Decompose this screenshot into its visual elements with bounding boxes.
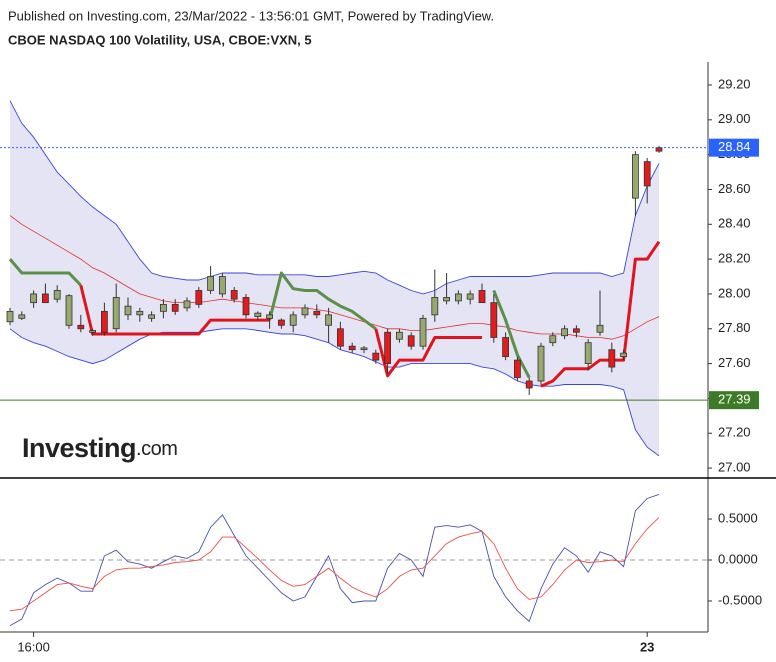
candle-body [159,303,167,312]
candle-body [18,314,26,319]
candle-body [655,147,663,152]
candle-body [561,328,568,337]
y-tick-label: 27.00 [718,460,751,475]
candle-body [195,290,203,305]
y-tick-label: 29.20 [718,76,751,91]
candle-body [584,342,592,364]
candle-body [643,161,651,187]
candle-body [77,324,85,330]
y-tick-label: 27.20 [718,425,751,440]
candle-body [395,331,403,340]
candle-body [466,293,474,300]
published-note: Published on Investing.com, 23/Mar/2022 … [8,8,494,23]
y-tick-label: 28.40 [718,216,751,231]
candle-body [89,330,96,333]
candle-body [608,349,616,368]
candle-body [419,317,427,347]
candle-body [348,345,356,351]
candle-body [502,337,510,358]
candle-body [218,276,226,295]
plot-area [6,100,663,457]
candle-body [620,352,627,358]
candle-body [384,331,392,364]
oscillator-line [9,517,660,612]
candle-body [30,293,38,304]
price-label: 28.84 [718,139,751,154]
candle-body [65,295,73,326]
candle-body [537,345,545,382]
candle-body [573,328,580,333]
candle-body [124,305,132,316]
candle-body [525,380,533,389]
price-label-box [709,391,759,410]
candle-body [42,293,49,304]
candle-body [171,303,179,312]
candle-body [148,314,156,319]
candle-body [490,302,498,338]
candle-body [596,324,604,333]
candle-body [301,307,309,316]
y-tick-label: 28.00 [718,285,751,300]
band-lower [9,328,660,457]
trend-up-line [8,258,531,379]
y-tick-label: 27.80 [718,320,751,335]
chart-title: CBOE NASDAQ 100 Volatility, USA, CBOE:VX… [8,32,312,47]
candle-body [277,319,285,326]
candle-body [112,297,120,330]
candle-body [242,297,250,316]
y-tick-label: -0.5000 [718,592,762,607]
y-tick-label: 0.0000 [718,551,758,566]
candle-body [136,310,144,316]
logo-suffix: .com [136,438,177,460]
y-tick-label: 27.60 [718,355,751,370]
candle-body [443,297,451,302]
candle-body [207,276,215,291]
candle-body [53,290,61,300]
y-tick-label: 0.5000 [718,510,758,525]
band-fill [10,100,659,456]
band-middle [9,215,660,340]
trend-down-line [79,240,661,388]
candle-body [514,359,521,378]
candle-body [183,300,191,309]
candle-body [478,290,486,304]
logo: Investing.com [22,433,177,463]
candle-body [325,314,333,326]
candle-body [101,310,108,333]
candle-body [372,352,380,361]
candle-body [6,310,14,323]
price-label-box [709,138,759,157]
candle-body [549,335,557,344]
candle-body [407,335,415,347]
x-tick-label: 23 [640,639,654,654]
candle-body [289,314,297,326]
price-label: 27.39 [718,392,751,407]
candle-body [254,312,262,317]
y-tick-label: 28.20 [718,251,751,266]
candle-body [632,154,639,199]
candle-body [230,290,238,300]
candle-body [431,297,439,316]
candle-body [336,328,344,347]
oscillator-line [9,493,660,626]
y-tick-label: 28.60 [718,181,751,196]
candle-body [360,347,368,351]
x-tick-label: 16:00 [17,639,50,654]
candle-body [313,310,321,316]
y-tick-label: 29.00 [718,111,751,126]
candle-body [454,293,462,302]
candle-body [266,314,274,319]
band-upper [9,100,660,295]
logo-brand: Investing [22,433,136,463]
